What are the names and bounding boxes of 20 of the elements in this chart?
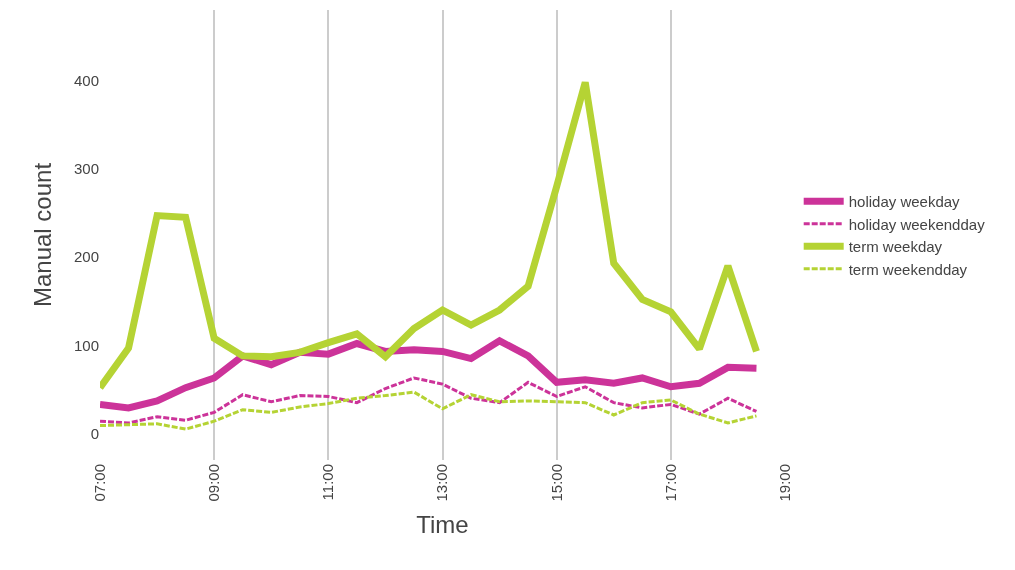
x-tick-label: 13:00	[433, 464, 451, 502]
x-tick-label: 19:00	[775, 464, 793, 502]
x-tick-label: 11:00	[319, 464, 337, 501]
y-tick-label: 200	[73, 248, 99, 266]
line-series	[100, 390, 758, 431]
legend-label: holiday weekendday	[848, 215, 986, 233]
y-tick-label: 300	[73, 160, 99, 178]
x-tick-label: 07:00	[90, 464, 108, 502]
y-axis-title: Manual count	[29, 162, 57, 308]
legend-label: term weekendday	[848, 260, 968, 278]
legend-label: term weekday	[848, 238, 943, 256]
legend-label: holiday weekday	[848, 193, 961, 211]
x-axis-title: Time	[416, 510, 469, 538]
x-tick-label: 09:00	[205, 464, 223, 502]
x-tick-label: 17:00	[661, 464, 679, 502]
y-tick-label: 400	[73, 71, 99, 89]
y-tick-label: 0	[90, 424, 99, 442]
y-tick-label: 100	[73, 336, 99, 354]
line-series	[100, 376, 758, 425]
x-tick-label: 15:00	[547, 464, 565, 502]
